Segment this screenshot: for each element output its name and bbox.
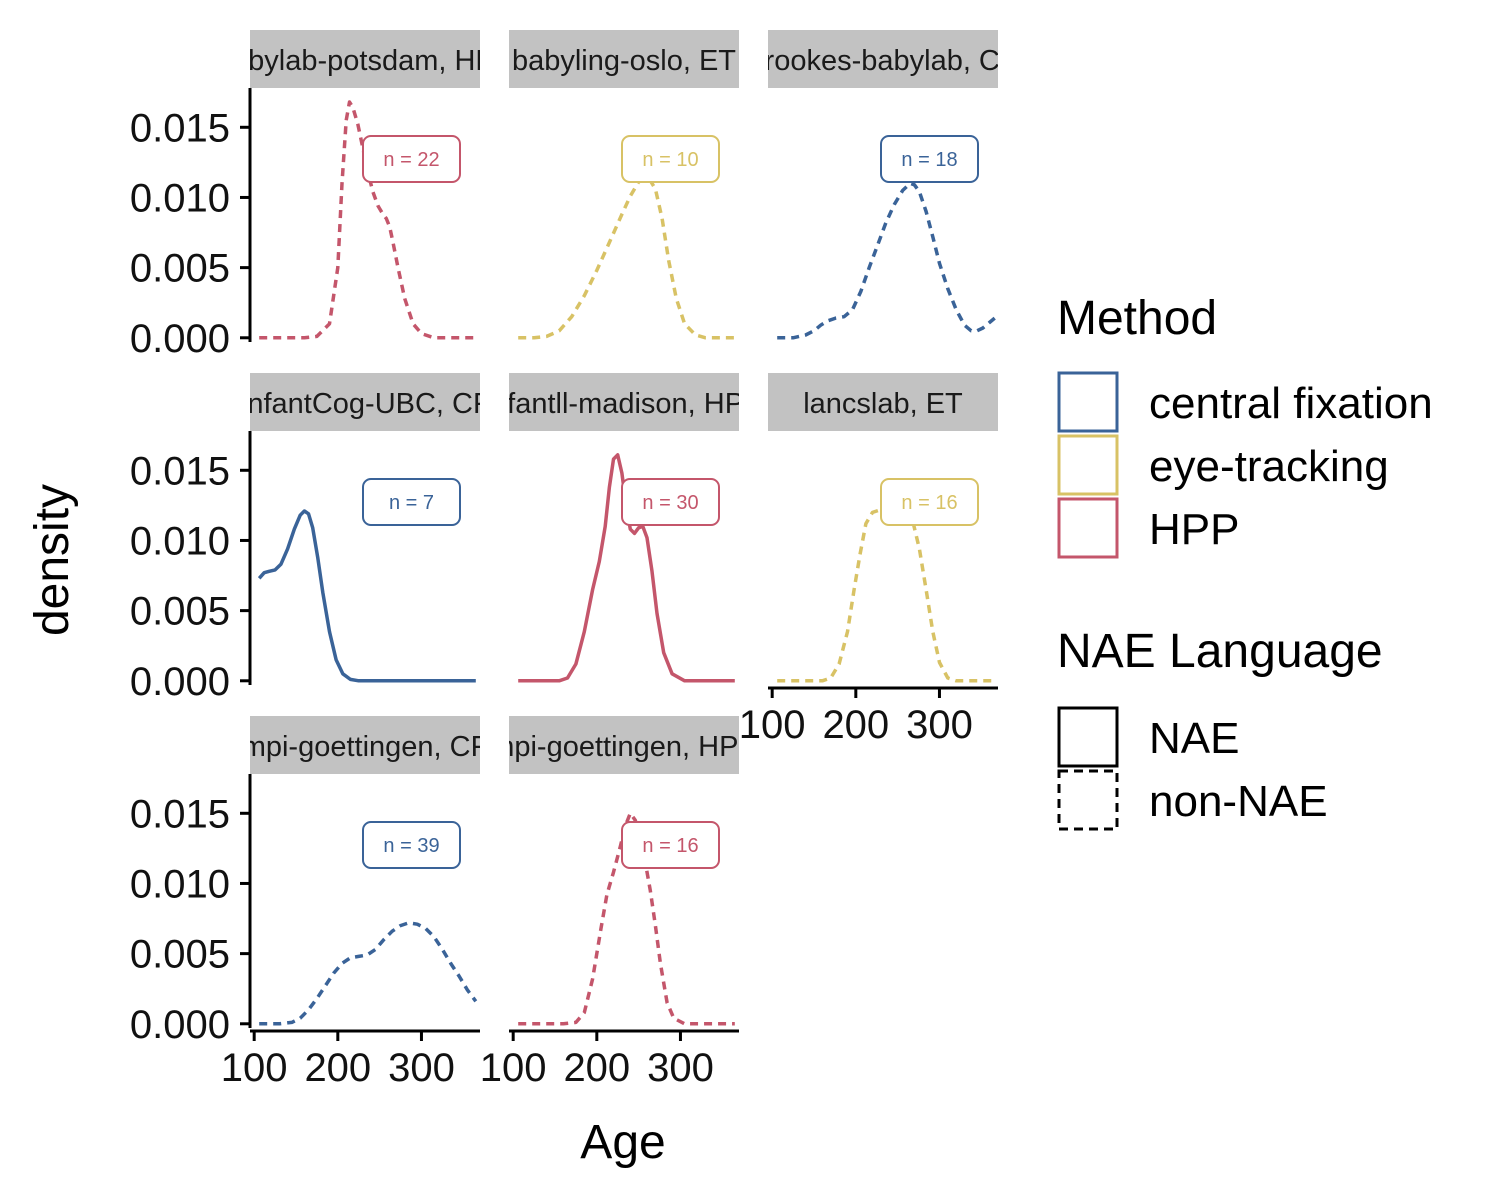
y-tick-label: 0.010: [130, 519, 230, 563]
n-label-text: n = 7: [389, 492, 434, 514]
x-axis: 100 200 300: [221, 1029, 480, 1090]
n-label-box: n = 39: [362, 821, 461, 869]
n-label-text: n = 10: [642, 149, 698, 171]
legend-language-title: NAE Language: [1057, 625, 1383, 678]
facet-strip: [768, 373, 998, 431]
x-axis-title: Age: [580, 1116, 665, 1169]
n-label-box: n = 16: [880, 478, 979, 526]
n-label-text: n = 39: [383, 835, 439, 857]
x-tick-label: 100: [221, 1046, 288, 1090]
facet-panel-brookes-babylab-cf: brookes-babylab, CF n = 18: [748, 30, 1017, 340]
y-axis-title: density: [26, 484, 79, 636]
x-tick-label: 200: [304, 1046, 371, 1090]
facet-strip-label: infantll-madison, HPP: [485, 388, 764, 420]
legend-key-non-nae: [1057, 769, 1119, 831]
n-label-box: n = 16: [621, 821, 720, 869]
legend-key-central-fixation: [1057, 371, 1119, 433]
n-label-text: n = 16: [901, 492, 957, 514]
x-axis: 100 200 300: [739, 686, 998, 747]
facet-strip-label: lancslab, ET: [803, 388, 963, 420]
legend-label-hpp: HPP: [1149, 505, 1239, 554]
x-axis: 100 200 300: [480, 1029, 739, 1090]
legend-key-eye-tracking: [1057, 434, 1119, 496]
facet-strip: [509, 30, 739, 88]
n-label-text: n = 18: [901, 149, 957, 171]
legend-method-title: Method: [1057, 292, 1217, 345]
n-label-text: n = 16: [642, 835, 698, 857]
facet-panel-infantcog-ubc-cf: InfantCog-UBC, CF n = 7: [239, 373, 490, 683]
n-label-text: n = 22: [383, 149, 439, 171]
x-tick-label: 200: [563, 1046, 630, 1090]
y-axis: 0.000 0.005 0.010 0.015: [130, 774, 252, 1047]
legend-label-nae: NAE: [1149, 714, 1239, 763]
facet-strip-label: babylab-potsdam, HPP: [216, 45, 514, 77]
x-tick-label: 200: [822, 703, 889, 747]
y-tick-label: 0.015: [130, 106, 230, 150]
y-tick-label: 0.000: [130, 1003, 230, 1047]
legend-key-hpp: [1057, 497, 1119, 559]
facet-strip-label: brookes-babylab, CF: [748, 45, 1017, 77]
density-line-babylab-potsdam-hpp: [259, 100, 476, 340]
x-tick-label: 300: [906, 703, 973, 747]
n-label-box: n = 10: [621, 135, 720, 183]
y-tick-label: 0.005: [130, 590, 230, 634]
legend-key-nae: [1057, 706, 1119, 768]
y-axis: 0.000 0.005 0.010 0.015: [130, 88, 252, 361]
x-tick-label: 300: [388, 1046, 455, 1090]
x-tick-label: 100: [739, 703, 806, 747]
n-label-text: n = 30: [642, 492, 698, 514]
x-tick-label: 300: [647, 1046, 714, 1090]
density-line-infantcog-ubc-cf: [257, 509, 476, 683]
y-tick-label: 0.005: [130, 933, 230, 977]
legend-label-non-nae: non-NAE: [1149, 777, 1328, 826]
facet-panel-infantll-madison-hpp: infantll-madison, HPP n = 30: [485, 373, 764, 683]
y-tick-label: 0.010: [130, 862, 230, 906]
y-tick-label: 0.000: [130, 317, 230, 361]
facet-panel-mpi-goettingen-cf: mpi-goettingen, CF n = 39: [242, 716, 489, 1026]
facet-strip: [250, 716, 480, 774]
facet-strip-label: mpi-goettingen, HPP: [490, 731, 758, 763]
facet-strip-label: InfantCog-UBC, CF: [239, 388, 490, 420]
n-label-box: n = 18: [880, 135, 979, 183]
facet-strip-label: babyling-oslo, ET: [512, 45, 736, 77]
density-line-babyling-oslo-et: [518, 176, 735, 340]
legend-label-eye-tracking: eye-tracking: [1149, 442, 1389, 491]
density-line-mpi-goettingen-cf: [259, 921, 478, 1026]
facet-panel-mpi-goettingen-hpp: mpi-goettingen, HPP n = 16: [490, 716, 758, 1026]
n-label-box: n = 22: [362, 135, 461, 183]
facet-panel-babylab-potsdam-hpp: babylab-potsdam, HPP n = 22: [216, 30, 514, 340]
n-label-box: n = 30: [621, 478, 720, 526]
density-line-lancslab-et: [777, 500, 994, 683]
legend: Method central fixation eye-tracking HPP…: [1057, 292, 1433, 831]
y-tick-label: 0.010: [130, 176, 230, 220]
density-line-brookes-babylab-cf: [777, 181, 996, 340]
y-tick-label: 0.015: [130, 792, 230, 836]
y-tick-label: 0.000: [130, 660, 230, 704]
y-tick-label: 0.015: [130, 449, 230, 493]
facet-strip: [509, 716, 739, 774]
facet-strip-label: mpi-goettingen, CF: [242, 731, 489, 763]
legend-label-central-fixation: central fixation: [1149, 379, 1433, 428]
y-tick-label: 0.005: [130, 247, 230, 291]
facet-strip: [768, 30, 998, 88]
facet-strip: [250, 30, 480, 88]
y-axis: 0.000 0.005 0.010 0.015: [130, 431, 252, 704]
facet-panel-lancslab-et: lancslab, ET n = 16: [768, 373, 998, 683]
n-label-box: n = 7: [362, 478, 461, 526]
facet-strip: [509, 373, 739, 431]
x-tick-label: 100: [480, 1046, 547, 1090]
facet-strip: [250, 373, 480, 431]
facet-panel-babyling-oslo-et: babyling-oslo, ET n = 10: [509, 30, 739, 340]
